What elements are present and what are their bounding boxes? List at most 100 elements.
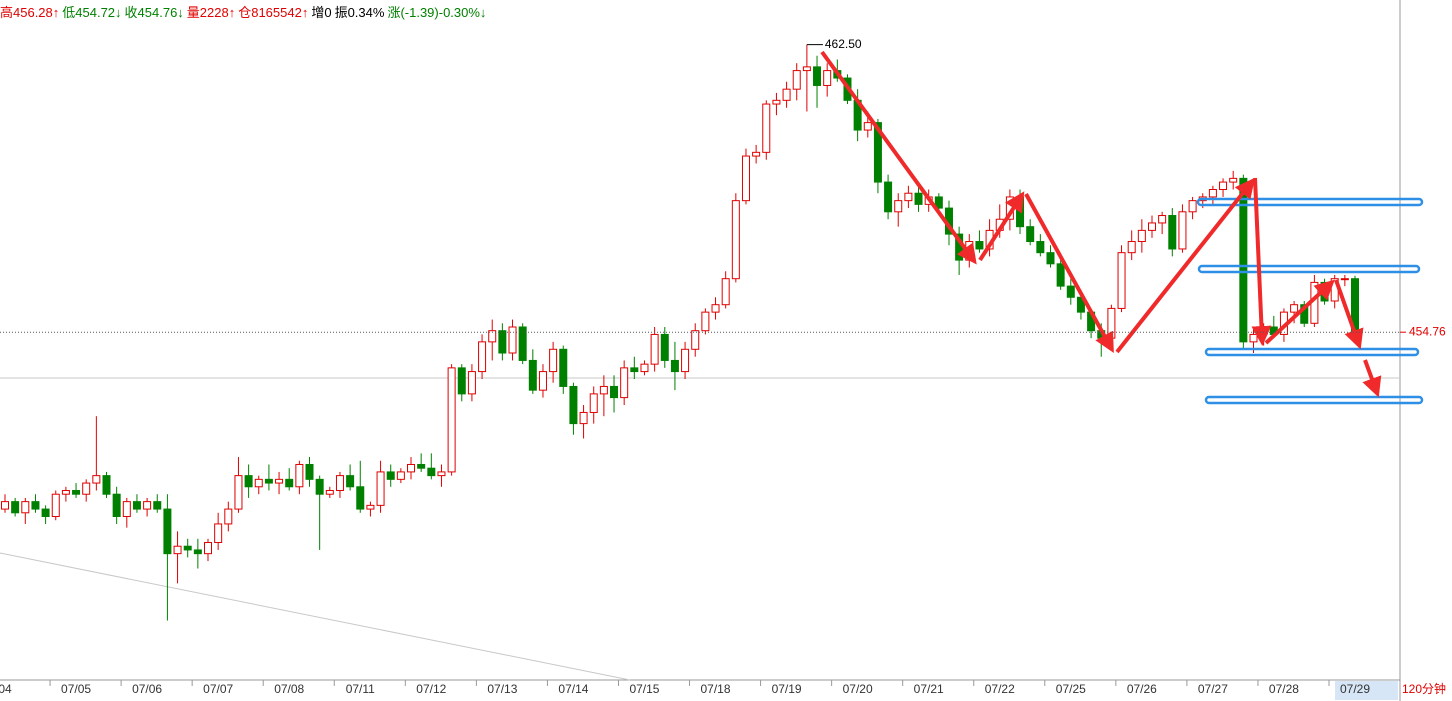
candle-body bbox=[538, 371, 547, 391]
candle-body bbox=[975, 241, 984, 250]
x-tick-label: 07/28 bbox=[1269, 682, 1299, 696]
candle-body bbox=[589, 393, 598, 413]
x-tick-label: 07/12 bbox=[416, 682, 446, 696]
candle-body bbox=[376, 471, 385, 506]
header: 高456.28↑ 低454.72↓ 收454.76↓ 量2228↑ 仓8165542↑ 增… bbox=[0, 2, 489, 21]
candle-body bbox=[447, 367, 456, 473]
candle-body bbox=[11, 501, 20, 514]
candle-body bbox=[143, 501, 152, 510]
candle-body bbox=[498, 330, 507, 354]
candle-body bbox=[721, 278, 730, 306]
current-date-highlight bbox=[1335, 681, 1398, 700]
candle-body bbox=[508, 326, 517, 354]
header-item: 振0.34% bbox=[334, 5, 385, 20]
candle-body bbox=[305, 463, 314, 480]
header-item: 高456.28↑ bbox=[0, 5, 60, 20]
arrow bbox=[1362, 359, 1382, 398]
x-tick-label: 07/14 bbox=[558, 682, 588, 696]
x-tick-label: 07/11 bbox=[346, 682, 375, 696]
candle-body bbox=[1107, 307, 1116, 339]
candle-body bbox=[275, 478, 284, 484]
candle-body bbox=[153, 501, 162, 510]
candle-body bbox=[1036, 241, 1045, 254]
candle-body bbox=[417, 463, 426, 469]
header-item: 量2228↑ bbox=[186, 5, 236, 20]
header-item: 收454.76↓ bbox=[124, 5, 184, 20]
candle-body bbox=[802, 66, 811, 72]
candle-body bbox=[782, 88, 791, 101]
candle-body bbox=[711, 304, 720, 313]
candle-body bbox=[1117, 252, 1126, 309]
candle-body bbox=[1127, 241, 1136, 254]
arrow bbox=[1115, 177, 1255, 354]
candle-body bbox=[234, 475, 243, 510]
candle-body bbox=[214, 523, 223, 544]
candle-body bbox=[183, 545, 192, 551]
x-tick-label: 07/20 bbox=[843, 682, 873, 696]
max-label: 462.50 bbox=[825, 37, 862, 51]
candle-body bbox=[457, 367, 466, 395]
candle-body bbox=[1219, 181, 1228, 191]
level-box bbox=[1204, 395, 1424, 405]
candle-body bbox=[610, 385, 619, 399]
x-tick-label: 07/13 bbox=[487, 682, 517, 696]
candles bbox=[1, 44, 1359, 621]
candle-body bbox=[894, 200, 903, 213]
wave-arrows bbox=[820, 50, 1382, 398]
candle-body bbox=[264, 478, 273, 484]
candle-body bbox=[244, 475, 253, 488]
candle-body bbox=[173, 545, 182, 555]
candle-body bbox=[1046, 252, 1055, 265]
level-box bbox=[1196, 197, 1424, 207]
candle-body bbox=[41, 508, 50, 518]
candle-body bbox=[61, 489, 70, 495]
candle-body bbox=[51, 493, 60, 518]
candle-body bbox=[1300, 304, 1309, 324]
candle-body bbox=[1168, 215, 1177, 250]
arrow bbox=[820, 50, 977, 265]
header-item: 仓8165542↑ bbox=[238, 5, 309, 20]
candle-body bbox=[1249, 333, 1258, 343]
candle-body bbox=[204, 542, 213, 555]
arrow bbox=[978, 191, 1025, 262]
candle-body bbox=[254, 478, 263, 488]
candle-body bbox=[285, 478, 294, 488]
candle-body bbox=[193, 549, 202, 555]
candle-body bbox=[1056, 263, 1065, 287]
arrow bbox=[1264, 279, 1335, 345]
candle-body bbox=[1239, 177, 1248, 343]
x-tick-label: 07/07 bbox=[203, 682, 233, 696]
candle-body bbox=[650, 333, 659, 365]
header-item: 涨(-1.39)-0.30%↓ bbox=[387, 5, 487, 20]
candle-body bbox=[813, 66, 822, 86]
candle-body bbox=[1340, 278, 1349, 281]
candle-body bbox=[1158, 215, 1167, 224]
candle-body bbox=[1208, 189, 1217, 198]
x-tick-label: 07/21 bbox=[914, 682, 944, 696]
candle-body bbox=[356, 486, 365, 510]
candle-body bbox=[863, 122, 872, 131]
candle-body bbox=[884, 181, 893, 213]
x-tick-label: 07/29 bbox=[1340, 682, 1370, 696]
candle-body bbox=[1, 501, 9, 510]
candle-body bbox=[1147, 222, 1156, 231]
level-box bbox=[1204, 347, 1420, 357]
x-tick-label: 07/25 bbox=[1056, 682, 1086, 696]
header-item: 增0 bbox=[311, 5, 332, 20]
level-boxes bbox=[1196, 197, 1424, 405]
candle-body bbox=[731, 200, 740, 280]
candle-body bbox=[295, 463, 304, 488]
x-tick-label: 07/22 bbox=[985, 682, 1015, 696]
candle-body bbox=[488, 330, 497, 343]
candle-body bbox=[396, 471, 405, 480]
candle-body bbox=[752, 151, 761, 157]
x-tick-label: 07/08 bbox=[274, 682, 304, 696]
candle-body bbox=[518, 326, 527, 361]
header-item: 低454.72↓ bbox=[62, 5, 122, 20]
level-box bbox=[1197, 264, 1421, 274]
candle-body bbox=[315, 478, 324, 495]
candle-body bbox=[772, 99, 781, 105]
candle-body bbox=[599, 385, 608, 395]
candle-body bbox=[670, 359, 679, 373]
